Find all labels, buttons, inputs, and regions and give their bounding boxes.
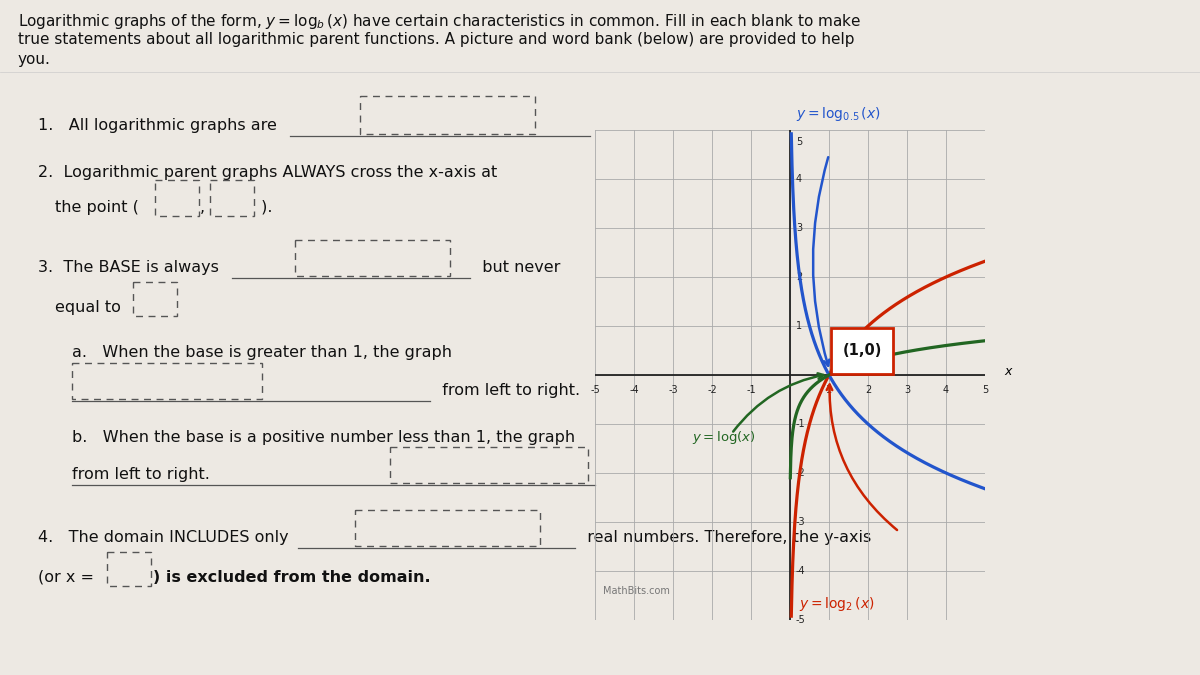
Text: x: x: [1004, 364, 1012, 377]
Text: true statements about all logarithmic parent functions. A picture and word bank : true statements about all logarithmic pa…: [18, 32, 854, 47]
Text: $y = \log_{0.5}(x)$: $y = \log_{0.5}(x)$: [796, 105, 881, 123]
Text: 3: 3: [796, 223, 802, 233]
Text: $y = \log_2(x)$: $y = \log_2(x)$: [799, 595, 875, 613]
Text: 1: 1: [826, 385, 832, 395]
Text: -2: -2: [707, 385, 716, 395]
Text: ,: ,: [200, 200, 205, 215]
Text: 2.  Logarithmic parent graphs ALWAYS cross the x-axis at: 2. Logarithmic parent graphs ALWAYS cros…: [38, 165, 497, 180]
Text: 3: 3: [904, 385, 910, 395]
Text: a.   When the base is greater than 1, the graph: a. When the base is greater than 1, the …: [72, 345, 452, 360]
Text: -5: -5: [590, 385, 600, 395]
Text: equal to: equal to: [55, 300, 121, 315]
Text: 3.  The BASE is always: 3. The BASE is always: [38, 260, 218, 275]
Bar: [107, 552, 151, 586]
Text: -5: -5: [796, 615, 805, 625]
Text: 1.   All logarithmic graphs are: 1. All logarithmic graphs are: [38, 118, 277, 133]
Text: 4.   The domain INCLUDES only: 4. The domain INCLUDES only: [38, 530, 289, 545]
Text: -2: -2: [796, 468, 805, 478]
Text: MathBits.com: MathBits.com: [602, 585, 670, 595]
Text: but never: but never: [472, 260, 560, 275]
Text: 5: 5: [796, 137, 802, 147]
Text: $y = \log(x)$: $y = \log(x)$: [692, 429, 756, 446]
Text: the point (: the point (: [55, 200, 139, 215]
Bar: [295, 240, 450, 276]
Bar: [133, 282, 178, 316]
Text: from left to right.: from left to right.: [432, 383, 580, 398]
Bar: [210, 180, 254, 216]
Text: -3: -3: [668, 385, 678, 395]
Bar: [72, 363, 262, 399]
Text: ) is excluded from the domain.: ) is excluded from the domain.: [154, 570, 431, 585]
Text: -4: -4: [629, 385, 638, 395]
Text: 4: 4: [943, 385, 949, 395]
Text: from left to right.: from left to right.: [72, 467, 210, 482]
Text: (or x =: (or x =: [38, 570, 94, 585]
Text: b.   When the base is a positive number less than 1, the graph: b. When the base is a positive number le…: [72, 430, 575, 445]
Text: 2: 2: [796, 272, 802, 282]
Text: -1: -1: [746, 385, 756, 395]
Text: -4: -4: [796, 566, 805, 576]
Bar: [360, 96, 535, 134]
Text: 2: 2: [865, 385, 871, 395]
Text: 5: 5: [982, 385, 988, 395]
Text: Logarithmic graphs of the form, $y = \log_b(x)$ have certain characteristics in : Logarithmic graphs of the form, $y = \lo…: [18, 12, 862, 31]
Text: ).: ).: [256, 200, 272, 215]
Text: you.: you.: [18, 52, 50, 67]
Bar: [155, 180, 199, 216]
Bar: [355, 510, 540, 546]
Text: -1: -1: [796, 419, 805, 429]
Bar: [390, 447, 588, 483]
FancyBboxPatch shape: [830, 329, 893, 373]
Text: (1,0): (1,0): [842, 343, 882, 358]
Text: 4: 4: [796, 174, 802, 184]
Text: -3: -3: [796, 517, 805, 527]
Text: 1: 1: [796, 321, 802, 331]
Text: real numbers. Therefore, the y-axis: real numbers. Therefore, the y-axis: [577, 530, 871, 545]
